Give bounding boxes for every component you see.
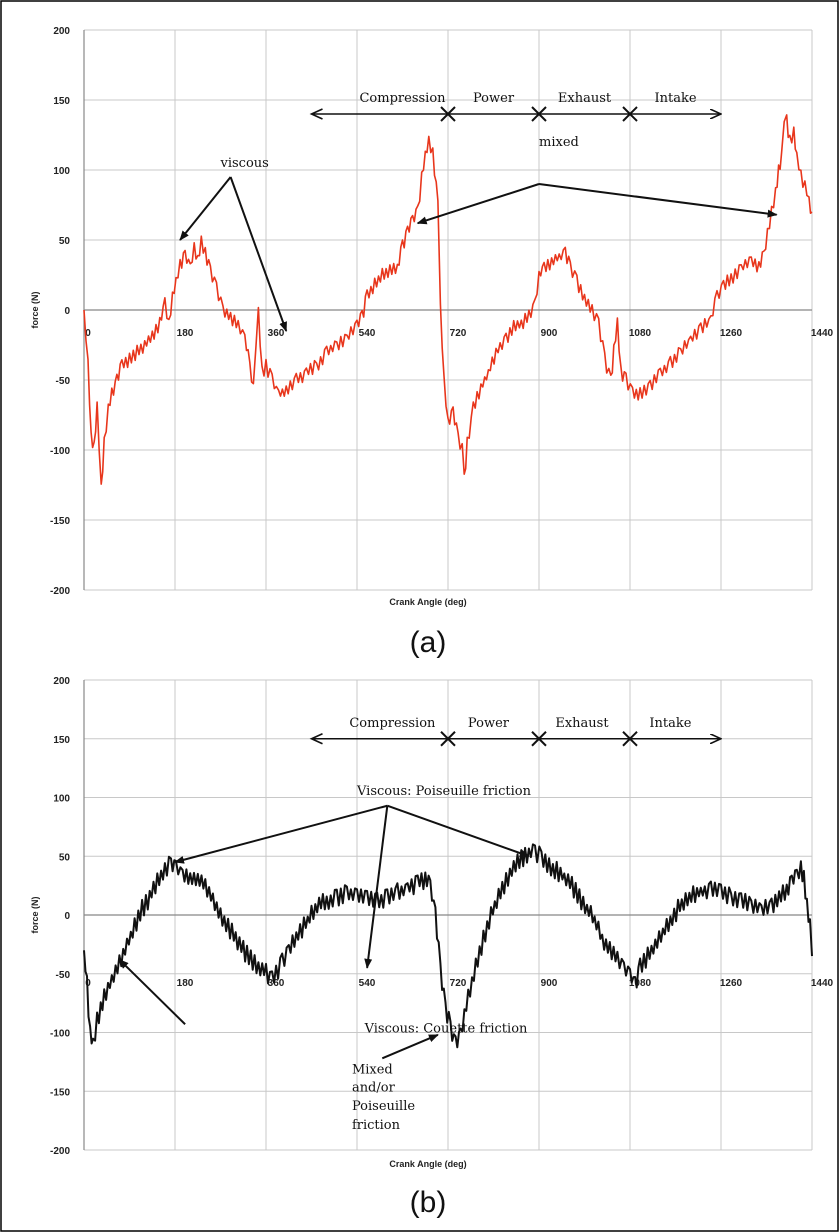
x-tick-label: 540 xyxy=(359,978,376,989)
stroke-boundary-marker xyxy=(440,731,456,747)
y-tick-label: -150 xyxy=(50,516,70,527)
stroke-label: Exhaust xyxy=(558,91,612,106)
stroke-arrow-head-left xyxy=(309,108,323,120)
panel-label: (a) xyxy=(410,626,447,659)
x-tick-label: 1440 xyxy=(811,978,834,989)
y-axis-title: force (N) xyxy=(30,896,40,933)
chart-panel-a: 200 150 100 50 0 -50 -100 -150 -200 0 180 360 540 720… xyxy=(30,26,834,659)
y-tick-label: -100 xyxy=(50,446,70,457)
y-tick-label: 200 xyxy=(53,676,70,687)
x-axis-title: Crank Angle (deg) xyxy=(389,597,466,607)
annotation-label: Viscous: Poiseuille friction xyxy=(356,784,532,799)
y-tick-label: -100 xyxy=(50,1029,70,1040)
x-tick-label: 360 xyxy=(268,978,285,989)
annotation-label: Mixed xyxy=(352,1063,393,1078)
x-tick-label: 1080 xyxy=(629,328,652,339)
y-tick-label: 0 xyxy=(64,911,70,922)
y-tick-label: -150 xyxy=(50,1087,70,1098)
stroke-boundary-marker xyxy=(531,106,547,122)
x-tick-label: 360 xyxy=(268,328,285,339)
y-tick-label: 200 xyxy=(53,26,70,37)
y-tick-label: 100 xyxy=(53,166,70,177)
stroke-boundary-marker xyxy=(531,731,547,747)
annotation-label: viscous xyxy=(220,156,269,171)
annotation-arrow xyxy=(118,958,186,1025)
x-tick-label: 900 xyxy=(541,328,558,339)
y-tick-label: 100 xyxy=(53,794,70,805)
annotation-arrow xyxy=(229,176,288,332)
y-axis-title: force (N) xyxy=(30,291,40,328)
x-tick-label: 180 xyxy=(177,978,194,989)
y-tick-label: 0 xyxy=(64,306,70,317)
stroke-label: Compression xyxy=(349,716,436,731)
x-tick-label: 900 xyxy=(541,978,558,989)
annotation-label: Poiseuille xyxy=(352,1099,415,1114)
stroke-label: Intake xyxy=(649,716,691,731)
stroke-label: Compression xyxy=(359,91,446,106)
annotation-label: and/or xyxy=(352,1080,396,1095)
x-tick-label: 1260 xyxy=(720,978,743,989)
stroke-arrow-head-left xyxy=(309,733,323,745)
annotation-label: Viscous: Couette friction xyxy=(364,1022,528,1037)
series-line xyxy=(83,843,813,1049)
x-tick-label: 1080 xyxy=(629,978,652,989)
y-tick-label: -200 xyxy=(50,586,70,597)
annotation-arrow xyxy=(386,804,530,858)
stroke-label: Power xyxy=(468,716,510,731)
x-axis-title: Crank Angle (deg) xyxy=(389,1159,466,1169)
stroke-boundary-marker xyxy=(622,106,638,122)
annotation-arrow xyxy=(538,183,778,218)
stroke-label: Intake xyxy=(654,91,696,106)
x-tick-label: 720 xyxy=(450,328,467,339)
annotation-label: mixed xyxy=(539,135,579,150)
x-tick-label: 540 xyxy=(359,328,376,339)
stroke-label: Exhaust xyxy=(555,716,609,731)
series-line xyxy=(83,114,813,485)
annotation-label: friction xyxy=(352,1118,401,1133)
x-tick-label: 0 xyxy=(85,328,91,339)
y-tick-label: 150 xyxy=(53,735,70,746)
x-tick-label: 1260 xyxy=(720,328,743,339)
annotation-arrow xyxy=(174,804,388,864)
stroke-boundary-marker xyxy=(622,731,638,747)
y-tick-label: 150 xyxy=(53,96,70,107)
x-tick-label: 180 xyxy=(177,328,194,339)
annotation-arrow xyxy=(416,183,540,225)
x-tick-label: 1440 xyxy=(811,328,834,339)
x-tick-label: 720 xyxy=(450,978,467,989)
stroke-boundary-marker xyxy=(440,106,456,122)
stroke-label: Power xyxy=(473,91,515,106)
panel-label: (b) xyxy=(410,1186,447,1219)
y-tick-label: -50 xyxy=(56,970,71,981)
y-tick-label: -50 xyxy=(56,376,71,387)
y-tick-label: -200 xyxy=(50,1146,70,1157)
annotation-arrow xyxy=(381,1033,439,1060)
annotation-arrow xyxy=(179,176,232,241)
annotation-arrow xyxy=(364,805,389,969)
y-tick-label: 50 xyxy=(59,236,71,247)
y-tick-label: 50 xyxy=(59,852,71,863)
